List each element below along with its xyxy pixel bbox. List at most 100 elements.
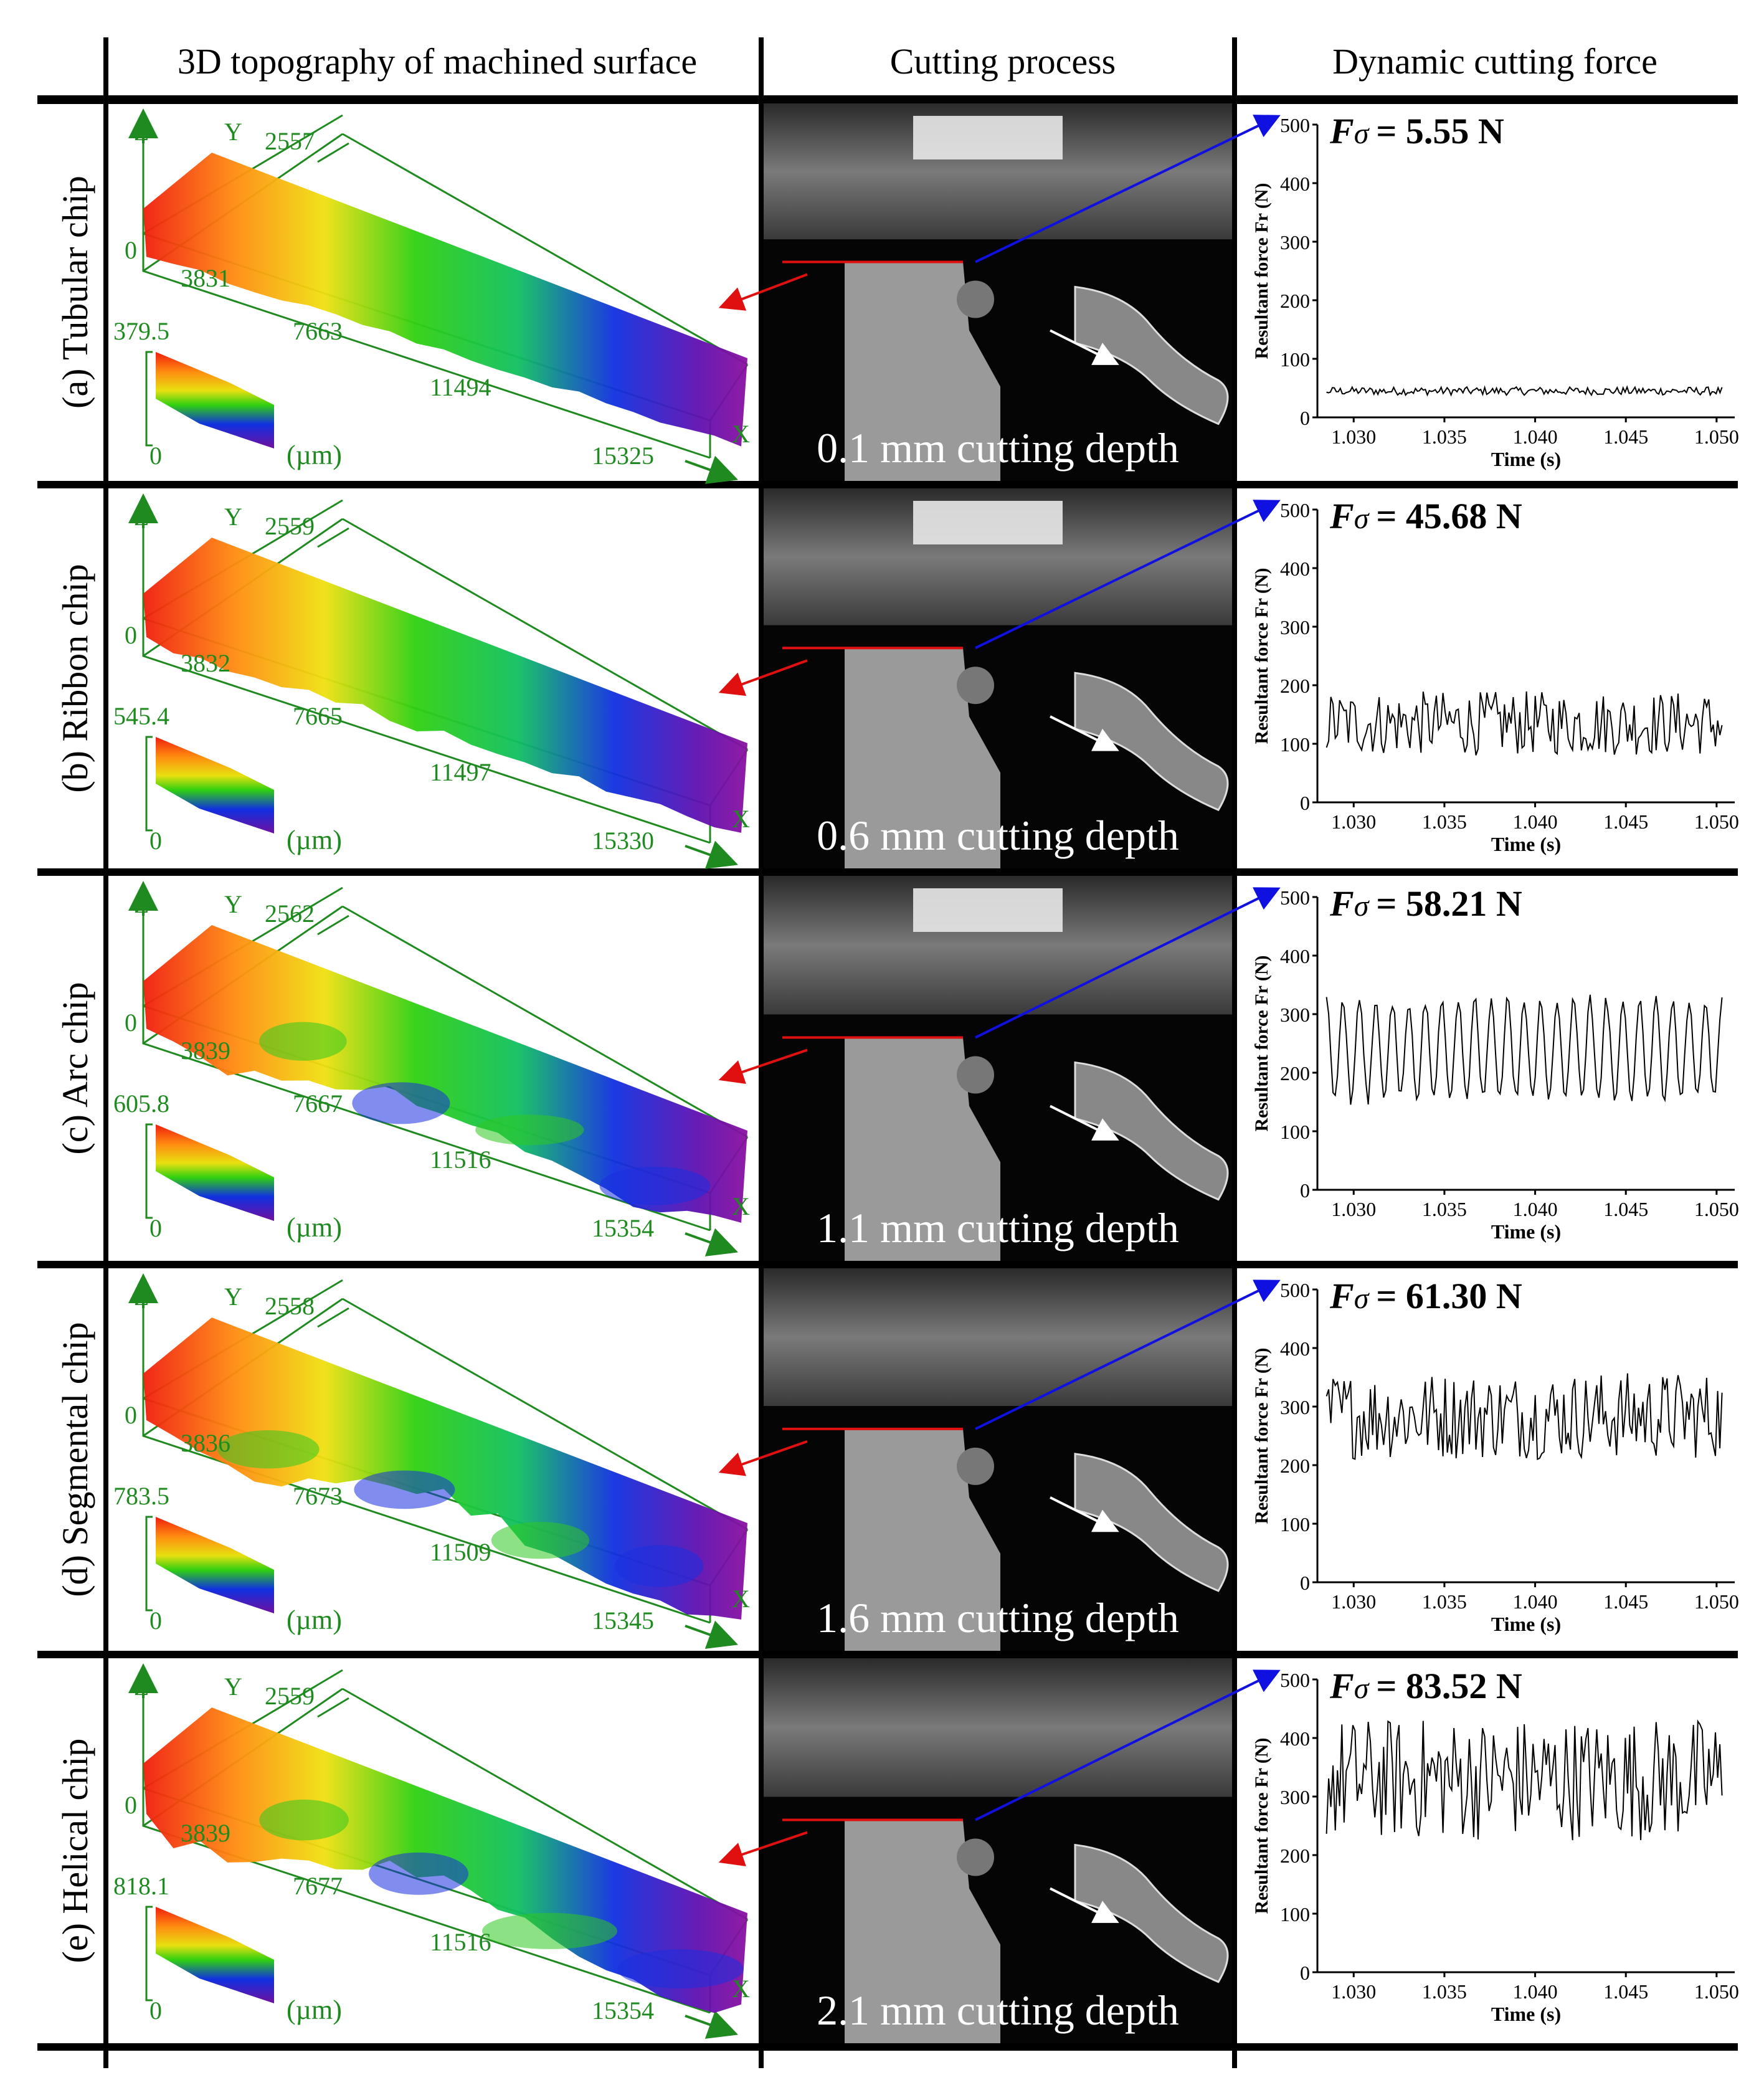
- cutting-process-photo: 0.6 mm cutting depth: [764, 488, 1232, 868]
- x-tick-label: 1.030: [1331, 1980, 1376, 2003]
- y-tick-label: 200: [1280, 290, 1310, 312]
- z-max-label: 818.1: [113, 1872, 169, 1900]
- y-tick-label: 400: [1280, 945, 1310, 967]
- unit-label: (µm): [287, 1212, 342, 1243]
- topography-feature: [482, 1912, 617, 1949]
- force-std-label: Fσ = 83.52 N: [1329, 1666, 1522, 1706]
- z-max-label: 783.5: [113, 1482, 169, 1510]
- grid-frame: [37, 37, 1738, 2068]
- label-tag: [913, 116, 1063, 159]
- x-tick-label: 11494: [430, 373, 491, 401]
- force-series-line: [1326, 385, 1723, 397]
- x-tick-label: 15330: [592, 827, 654, 855]
- color-legend: [156, 737, 274, 833]
- x-tick-label: 15345: [592, 1607, 654, 1635]
- link-arrow-topography: [718, 659, 808, 696]
- topography-feature: [369, 1852, 469, 1895]
- x-tick-label: 1.050: [1694, 810, 1739, 833]
- y-tick-label: 400: [1280, 1727, 1310, 1750]
- topography-feature: [475, 1114, 584, 1146]
- cutting-tool: [845, 262, 1000, 481]
- link-arrow-force: [975, 1280, 1281, 1430]
- y-axis-arrow: [317, 142, 349, 163]
- header-topography: 3D topography of machined surface: [178, 41, 697, 82]
- x-tick-label: 15354: [592, 1997, 654, 2025]
- y-tick-label: 200: [1280, 1062, 1310, 1085]
- x-tick-label: 15325: [592, 442, 654, 470]
- x-tick-label: 7663: [293, 317, 343, 345]
- y-axis-label: Resultant force Fr (N): [1251, 568, 1272, 744]
- axis-z-label: Z: [134, 1283, 149, 1311]
- x-tick-label: 1.030: [1331, 425, 1376, 448]
- x-tick-label: 1.050: [1694, 1980, 1739, 2003]
- y-tick-label: 500: [1280, 1669, 1310, 1691]
- axis-box-edge: [342, 518, 748, 751]
- cutting-depth-label: 1.6 mm cutting depth: [817, 1594, 1179, 1641]
- cutting-process-photo: 1.1 mm cutting depth: [764, 876, 1232, 1261]
- topography-surface: [143, 925, 747, 1223]
- cutting-depth-label: 0.1 mm cutting depth: [817, 424, 1179, 472]
- x-axis-arrow: [685, 2010, 739, 2039]
- axis-y-label: Y: [224, 1283, 242, 1311]
- x-tick-label: 0: [125, 1791, 137, 1819]
- x-tick-label: 0: [125, 236, 137, 264]
- force-value: = 61.30 N: [1376, 1276, 1522, 1316]
- force-std-label: Fσ = 45.68 N: [1329, 496, 1522, 536]
- y-tick-label: 200: [1280, 1455, 1310, 1477]
- x-tick-label: 1.035: [1422, 425, 1467, 448]
- force-symbol: F: [1329, 111, 1354, 151]
- y-extent-value: 2558: [265, 1292, 315, 1320]
- axis-box-edge: [342, 905, 748, 1138]
- unit-label: (µm): [287, 1995, 342, 2025]
- label-tag: [913, 501, 1063, 544]
- y-extent-value: 2562: [265, 900, 315, 928]
- link-arrow-force: [975, 500, 1281, 649]
- unit-label: (µm): [287, 440, 342, 470]
- x-tick-label: 1.040: [1513, 810, 1558, 833]
- y-tick-label: 400: [1280, 173, 1310, 195]
- y-tick-label: 300: [1280, 1786, 1310, 1808]
- y-tick-label: 400: [1280, 1337, 1310, 1360]
- chip-root: [957, 1838, 994, 1876]
- x-tick-label: 11509: [430, 1538, 491, 1566]
- force-series-line: [1325, 1373, 1723, 1461]
- y-tick-label: 0: [1300, 1179, 1310, 1202]
- force-subscript: σ: [1354, 890, 1370, 923]
- link-arrow-force: [975, 1669, 1281, 1821]
- x-tick-label: 11516: [430, 1928, 491, 1956]
- link-arrow-topography: [718, 1048, 808, 1084]
- y-tick-label: 300: [1280, 1004, 1310, 1026]
- y-tick-label: 500: [1280, 114, 1310, 136]
- legend-bracket: [145, 736, 153, 832]
- chip-root: [957, 667, 994, 705]
- force-std-label: Fσ = 5.55 N: [1329, 111, 1504, 151]
- z-min-label: 0: [149, 442, 162, 470]
- x-tick-label: 1.050: [1694, 1198, 1739, 1220]
- y-tick-label: 100: [1280, 1121, 1310, 1143]
- y-axis-arrow: [317, 914, 349, 936]
- force-value: = 83.52 N: [1376, 1666, 1522, 1706]
- cutting-process-photo: 2.1 mm cutting depth: [764, 1658, 1232, 2043]
- x-tick-label: 1.045: [1603, 1590, 1648, 1613]
- x-axis-label: Time (s): [1491, 833, 1561, 855]
- link-arrow-force: [975, 115, 1281, 264]
- link-arrow-force: [975, 887, 1281, 1039]
- force-chart: 0 100 200 300 400 500 1.030 1.035 1.040 1.045 1.05…: [1251, 1276, 1739, 1635]
- y-axis-label: Resultant force Fr (N): [1251, 956, 1272, 1132]
- x-tick-label: 7673: [293, 1482, 343, 1510]
- row-4: (d) Segmental chip Z Y 2558 X 0 3836 7673 11509 1…: [55, 1268, 1739, 1651]
- topography-panel: Z Y 2558 X 0 3836 7673 11509 15345 783.5 0 (µm): [113, 1273, 750, 1649]
- x-axis-arrow: [685, 840, 739, 869]
- z-max-label: 545.4: [113, 702, 169, 730]
- x-tick-label: 7667: [293, 1090, 343, 1118]
- y-tick-label: 100: [1280, 348, 1310, 371]
- y-tick-label: 0: [1300, 792, 1310, 814]
- axis-x-label: X: [732, 1975, 750, 2003]
- x-tick-label: 3831: [181, 264, 230, 292]
- cutting-depth-label: 0.6 mm cutting depth: [817, 812, 1179, 859]
- unit-label: (µm): [287, 825, 342, 855]
- y-tick-label: 100: [1280, 733, 1310, 756]
- x-tick-label: 15354: [592, 1214, 654, 1242]
- force-symbol: F: [1329, 883, 1354, 924]
